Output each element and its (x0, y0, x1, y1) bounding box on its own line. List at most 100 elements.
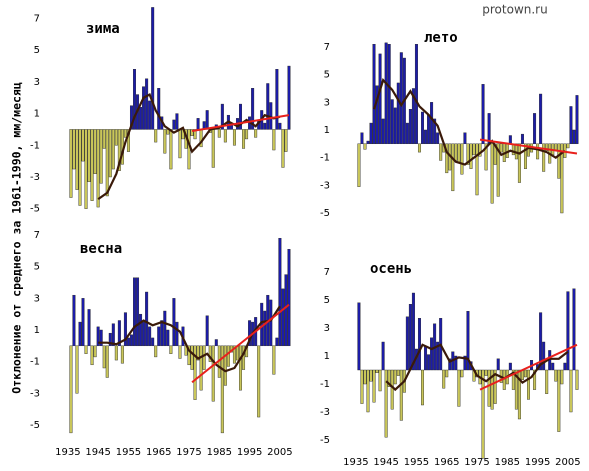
trend-line (479, 343, 578, 391)
x-tick-label: 1935 (343, 457, 368, 468)
bar (75, 345, 79, 394)
y-tick-label: 3 (34, 293, 40, 304)
bar (114, 345, 118, 361)
bar (275, 69, 279, 130)
bar (445, 369, 449, 378)
y-tick-label: 5 (324, 70, 330, 81)
bar (408, 304, 412, 371)
bar (430, 102, 434, 145)
bar (263, 310, 267, 347)
bar (545, 143, 549, 151)
bar (372, 44, 376, 145)
bar (436, 132, 440, 145)
bar (133, 277, 136, 347)
bar (387, 44, 391, 145)
bar (284, 129, 288, 152)
bar (151, 7, 155, 130)
bar (208, 345, 212, 362)
x-tick-label: 1985 (207, 447, 232, 458)
bar (148, 326, 152, 347)
bar (381, 118, 385, 145)
x-tick-label: 2005 (267, 447, 292, 458)
bar (69, 345, 73, 434)
bar (193, 345, 197, 400)
bar (266, 83, 270, 130)
bar (251, 88, 255, 130)
bar (263, 122, 267, 130)
y-tick-label: -1 (30, 140, 40, 151)
x-tick-label: 1975 (464, 457, 489, 468)
y-tick-label: 5 (34, 45, 40, 56)
bar (87, 309, 91, 347)
bar (523, 143, 527, 169)
bar (375, 85, 379, 145)
bar (421, 369, 424, 406)
y-tick-label: 3 (324, 97, 330, 108)
bar (287, 65, 291, 130)
bar (466, 311, 470, 371)
bar (129, 105, 133, 130)
bar (493, 369, 497, 404)
bar (142, 86, 146, 130)
bar (75, 129, 79, 190)
bar (169, 345, 173, 354)
bar (496, 143, 500, 197)
bar (357, 143, 361, 187)
x-tick-label: 1955 (116, 447, 141, 458)
y-tick-label: 7 (34, 230, 40, 241)
y-tick-label: 5 (324, 295, 330, 306)
bar (542, 143, 546, 172)
bar (178, 129, 182, 159)
bar (93, 345, 97, 358)
bar (460, 369, 464, 378)
bar (369, 369, 373, 382)
bar (487, 369, 491, 407)
trend-line (191, 303, 290, 384)
bar (123, 312, 127, 347)
bar (254, 129, 258, 138)
bar (205, 110, 209, 130)
y-tick-label: 1 (324, 351, 330, 362)
bar (378, 369, 382, 392)
bar (136, 277, 140, 347)
y-tick-label: -3 (320, 407, 330, 418)
y-tick-label: 1 (34, 325, 40, 336)
bar (372, 369, 376, 403)
bar (175, 321, 179, 347)
bar (463, 132, 467, 145)
bar (190, 345, 194, 370)
bar (399, 52, 403, 145)
bar (390, 99, 394, 145)
bar (157, 326, 161, 347)
bar (217, 129, 221, 138)
bar (575, 369, 579, 390)
bar (102, 129, 106, 149)
bar (484, 143, 488, 171)
bar (393, 107, 397, 145)
bar (417, 318, 421, 371)
bar (563, 362, 567, 371)
bar (278, 237, 282, 347)
bar (421, 111, 424, 145)
bar (93, 129, 97, 175)
bar (142, 321, 146, 347)
bar (569, 106, 573, 145)
bar (108, 332, 112, 347)
bar (148, 100, 152, 130)
bar (166, 329, 170, 347)
bar (102, 345, 106, 369)
panel-title: весна (80, 241, 122, 257)
bar (396, 369, 400, 376)
bar (172, 119, 176, 130)
y-tick-label: 1 (34, 109, 40, 120)
bar (463, 355, 467, 371)
bar (163, 129, 167, 154)
y-tick-label: -1 (30, 357, 40, 368)
bar (90, 129, 94, 201)
bar (187, 345, 191, 366)
bar (560, 369, 564, 385)
bar (484, 369, 488, 376)
bar (205, 315, 209, 347)
bar (154, 129, 158, 143)
y-tick-label: -3 (320, 180, 330, 191)
